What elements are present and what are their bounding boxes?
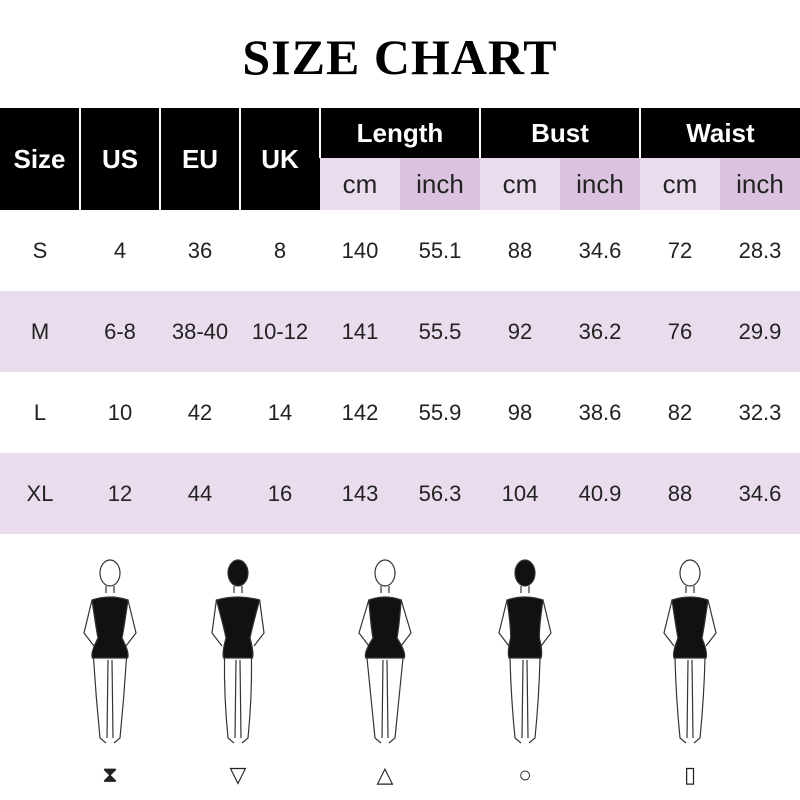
header-eu: EU: [159, 108, 240, 210]
table-cell: 88: [640, 453, 720, 534]
table-cell: 44: [160, 453, 240, 534]
table-cell: 36.2: [560, 291, 640, 372]
table-cell: 14: [267, 399, 293, 425]
header-waist: Waist: [639, 108, 800, 158]
table-cell: 29.9: [720, 291, 800, 372]
table-cell: 34.6: [578, 237, 622, 263]
table-cell: 56.3: [400, 453, 480, 534]
table-cell: 88: [507, 237, 533, 263]
table-cell: 4: [113, 237, 127, 263]
table-cell: 8: [273, 237, 287, 263]
table-cell: 32.3: [738, 399, 782, 425]
bust-cm: cm: [480, 158, 560, 210]
header-length: Length: [319, 108, 480, 158]
page-title: SIZE CHART: [242, 29, 558, 85]
table-cell: 36: [187, 237, 213, 263]
table-cell: XL: [0, 453, 80, 534]
hourglass-icon: ⧗: [102, 762, 118, 787]
waist-cm: cm: [640, 158, 720, 210]
header-size: Size: [0, 108, 80, 210]
table-cell: S: [32, 237, 48, 263]
rectangle-icon: ▯: [683, 762, 697, 787]
triangle-icon: △: [376, 762, 394, 787]
figure-oval: [498, 559, 552, 744]
table-cell: 40.9: [560, 453, 640, 534]
table-cell: 92: [480, 291, 560, 372]
table-row: S 4 36 8 140 55.1 88 34.6 72 28.3: [0, 210, 800, 291]
table-cell: 10: [107, 399, 133, 425]
waist-inch: inch: [720, 158, 800, 210]
table-cell: 98: [507, 399, 533, 425]
table-cell: 143: [320, 453, 400, 534]
header-us: US: [79, 108, 160, 210]
table-cell: 55.1: [418, 237, 462, 263]
table-cell: 55.9: [418, 399, 462, 425]
figure-hourglass: [83, 559, 137, 744]
table-cell: 38-40: [160, 291, 240, 372]
inverted-triangle-icon: ▽: [229, 762, 247, 787]
table-cell: 38.6: [578, 399, 622, 425]
table-row: M 6-8 38-40 10-12 141 55.5 92 36.2 76 29.9: [0, 291, 800, 372]
table-cell: 42: [187, 399, 213, 425]
table-cell: 104: [480, 453, 560, 534]
figure-inverted-triangle: [211, 559, 265, 744]
table-cell: 72: [667, 237, 693, 263]
table-cell: 6-8: [80, 291, 160, 372]
table-cell: 82: [667, 399, 693, 425]
figure-rectangle: [663, 559, 717, 744]
table-cell: 140: [341, 237, 379, 263]
table-cell: 142: [341, 399, 379, 425]
table-cell: L: [33, 399, 47, 425]
figure-triangle: [358, 559, 412, 744]
length-inch: inch: [400, 158, 480, 210]
table-cell: M: [0, 291, 80, 372]
table-row: L 10 42 14 142 55.9 98 38.6 82 32.3: [0, 372, 800, 453]
header-bust: Bust: [479, 108, 640, 158]
bust-inch: inch: [560, 158, 640, 210]
table-cell: 141: [320, 291, 400, 372]
body-figures: [83, 559, 717, 744]
table-row: XL 12 44 16 143 56.3 104 40.9 88 34.6: [0, 453, 800, 534]
length-cm: cm: [320, 158, 400, 210]
table-cell: 34.6: [720, 453, 800, 534]
table-cell: 28.3: [738, 237, 782, 263]
table-cell: 16: [240, 453, 320, 534]
table-cell: 76: [640, 291, 720, 372]
table-cell: 55.5: [400, 291, 480, 372]
size-table: Size US EU UK Length Bust Waist cm inch …: [0, 108, 800, 534]
header-uk: UK: [239, 108, 320, 210]
table-cell: 10-12: [240, 291, 320, 372]
table-cell: 12: [80, 453, 160, 534]
oval-icon: ○: [518, 762, 532, 787]
